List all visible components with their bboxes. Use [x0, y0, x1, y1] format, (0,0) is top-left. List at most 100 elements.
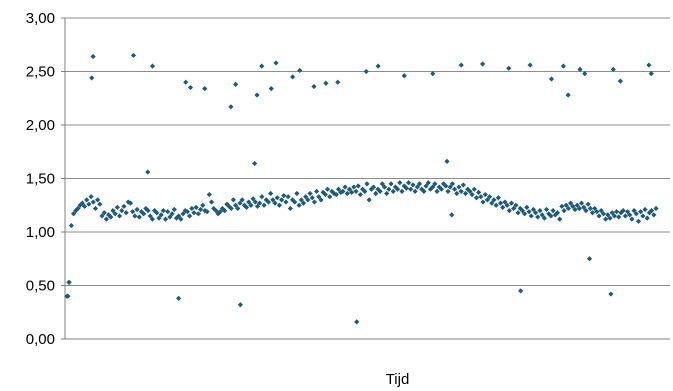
data-point: [408, 186, 414, 192]
data-point: [268, 190, 274, 197]
data-point: [165, 209, 171, 215]
data-point: [112, 211, 118, 217]
data-point-outlier: [548, 76, 555, 82]
data-point: [546, 211, 552, 217]
data-point: [206, 191, 212, 198]
data-point-outlier: [335, 79, 341, 85]
data-point-outlier: [527, 62, 533, 68]
data-point: [443, 183, 449, 189]
data-point: [70, 211, 77, 217]
data-point: [307, 190, 313, 197]
data-point: [388, 181, 394, 187]
data-point: [318, 197, 324, 203]
data-point: [462, 190, 469, 197]
data-point-outlier: [90, 53, 96, 60]
data-point: [154, 210, 160, 216]
data-point: [421, 188, 427, 194]
data-point: [158, 212, 164, 218]
data-point: [243, 204, 250, 210]
data-point: [445, 188, 451, 194]
data-point: [491, 197, 497, 203]
data-point: [412, 188, 418, 194]
data-point-outlier: [290, 74, 296, 80]
data-point-outlier: [617, 78, 623, 84]
data-point: [587, 205, 593, 212]
data-point: [136, 214, 142, 220]
data-point: [257, 200, 263, 206]
data-point: [649, 208, 655, 214]
data-point: [471, 186, 477, 192]
data-point: [486, 194, 493, 200]
data-point: [528, 213, 534, 219]
data-point: [357, 191, 364, 198]
data-point: [511, 205, 517, 212]
data-point: [322, 191, 328, 198]
data-point: [217, 209, 223, 215]
data-point: [638, 209, 644, 215]
data-point: [237, 200, 243, 206]
data-point: [259, 194, 265, 200]
data-point: [620, 208, 626, 214]
data-point: [419, 186, 425, 192]
data-point: [252, 199, 258, 205]
data-point: [366, 197, 372, 203]
y-tick-label: 1,50: [26, 171, 55, 188]
data-point: [368, 186, 374, 192]
data-point-outlier: [268, 86, 274, 92]
data-point: [353, 188, 359, 194]
y-tick-label: 2,00: [26, 117, 55, 134]
data-point: [554, 210, 561, 216]
data-point: [362, 188, 368, 194]
data-point: [351, 184, 357, 190]
data-point: [532, 210, 539, 216]
data-point-outlier: [149, 63, 156, 69]
data-point-outlier: [582, 71, 588, 77]
data-point: [324, 186, 331, 192]
data-point: [432, 181, 438, 187]
data-point: [235, 205, 241, 212]
data-point: [305, 197, 311, 203]
data-point: [624, 209, 631, 215]
data-point: [605, 212, 611, 218]
data-point-outlier: [273, 60, 279, 66]
data-point: [548, 213, 554, 219]
data-point: [270, 197, 276, 203]
data-point: [147, 213, 153, 219]
data-point: [500, 204, 506, 210]
data-point: [338, 189, 344, 196]
data-point-outlier: [648, 71, 654, 77]
data-point: [574, 202, 580, 208]
data-point: [390, 188, 396, 194]
data-point: [119, 208, 125, 214]
data-point: [410, 182, 416, 188]
data-point: [193, 204, 199, 210]
data-point-outlier: [202, 86, 208, 92]
data-point: [447, 184, 453, 190]
data-point: [232, 202, 239, 208]
data-point-outlier: [89, 75, 95, 81]
data-point: [272, 200, 278, 206]
data-point-outlier: [610, 66, 616, 72]
data-point: [292, 199, 298, 205]
data-point-outlier: [228, 104, 234, 110]
data-point: [103, 216, 110, 222]
data-point: [589, 210, 596, 216]
data-point: [162, 216, 169, 222]
data-point: [451, 186, 458, 192]
data-point: [563, 202, 569, 208]
data-point: [278, 197, 285, 203]
data-point: [513, 202, 519, 208]
data-point: [379, 181, 385, 187]
data-point-outlier: [560, 63, 566, 69]
data-point: [482, 191, 488, 198]
data-point: [239, 197, 245, 203]
data-point: [384, 190, 390, 197]
data-point: [403, 185, 409, 191]
data-point: [430, 184, 436, 190]
data-point: [377, 188, 383, 194]
data-point: [180, 211, 186, 217]
data-point: [213, 208, 219, 214]
data-points: [64, 52, 659, 325]
data-point: [92, 205, 99, 212]
data-point: [456, 184, 462, 190]
